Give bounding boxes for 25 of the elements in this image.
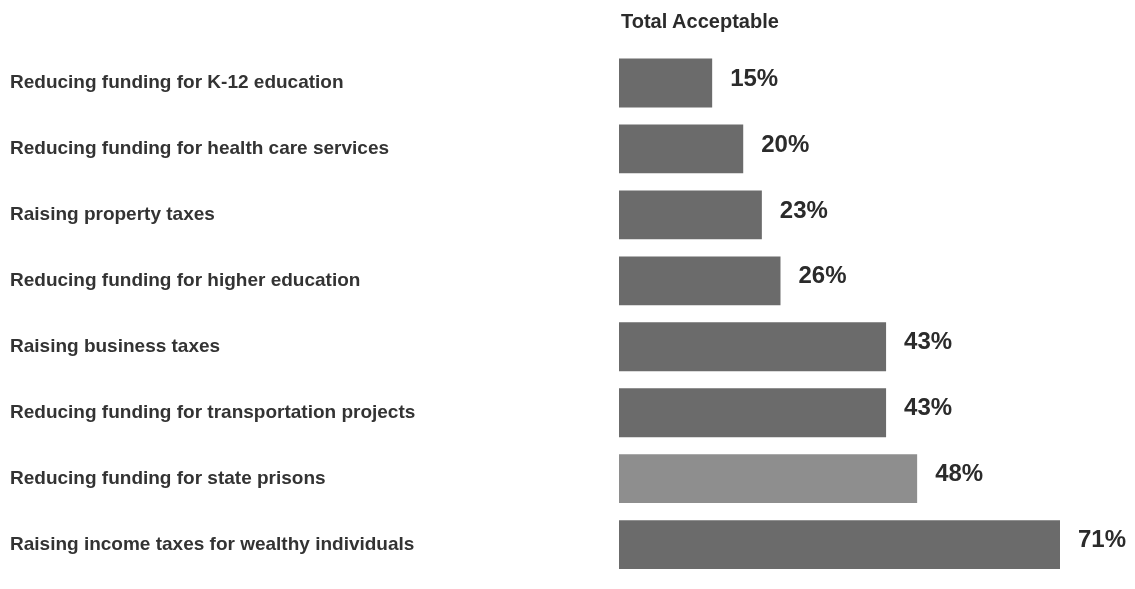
bar bbox=[619, 322, 887, 372]
y-tick-label: Reducing funding for transportation projects bbox=[10, 400, 416, 422]
data-label: 20% bbox=[761, 129, 810, 157]
bar bbox=[619, 124, 744, 174]
data-label: 26% bbox=[798, 261, 847, 289]
data-label: 23% bbox=[779, 195, 828, 223]
y-tick-label: Reducing funding for health care services bbox=[10, 137, 390, 159]
bar bbox=[619, 190, 762, 240]
data-label: 43% bbox=[904, 393, 953, 421]
y-tick-label: Reducing funding for higher education bbox=[10, 269, 361, 291]
y-tick-label: Raising property taxes bbox=[10, 203, 215, 225]
y-tick-label: Raising income taxes for wealthy individuals bbox=[10, 532, 415, 554]
bar bbox=[619, 256, 781, 306]
y-tick-label: Reducing funding for state prisons bbox=[10, 466, 326, 488]
y-tick-label: Reducing funding for K-12 education bbox=[10, 71, 344, 93]
bar bbox=[619, 454, 918, 504]
data-label: 48% bbox=[935, 459, 984, 487]
bar bbox=[619, 58, 713, 108]
bar bbox=[619, 388, 887, 438]
data-label: 15% bbox=[730, 63, 779, 91]
chart-title: Total Acceptable bbox=[621, 9, 779, 32]
bar bbox=[619, 520, 1060, 570]
data-label: 71% bbox=[1078, 525, 1127, 553]
data-label: 43% bbox=[904, 327, 953, 355]
y-tick-label: Raising business taxes bbox=[10, 335, 221, 357]
